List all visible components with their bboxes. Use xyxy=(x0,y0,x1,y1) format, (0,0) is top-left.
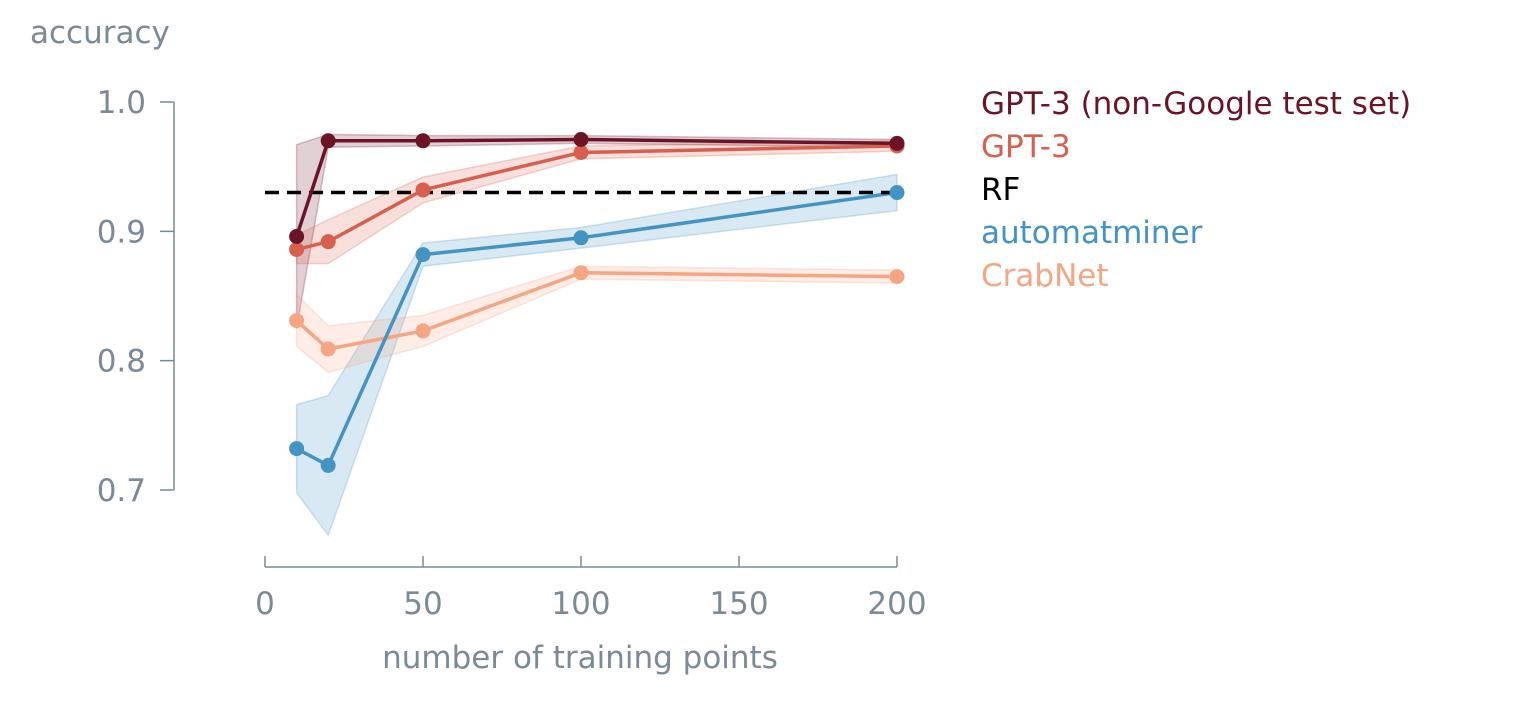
y-axis-ticks: 0.7 0.8 0.9 1.0 xyxy=(97,85,174,509)
legend-entry-gpt-3: GPT-3 xyxy=(981,129,1071,165)
x-tick-label: 150 xyxy=(709,586,768,622)
gpt-3-non-google-test-set-point xyxy=(289,229,305,245)
x-tick-label: 0 xyxy=(255,586,275,622)
legend-entry-gpt-3-non-google-test-set: GPT-3 (non-Google test set) xyxy=(981,86,1411,122)
gpt-3-non-google-test-set-point xyxy=(415,133,431,149)
y-tick-label: 0.7 xyxy=(97,473,146,509)
automatminer-point xyxy=(573,230,589,246)
automatminer-point xyxy=(289,441,305,457)
gpt-3-non-google-test-set-point xyxy=(320,133,336,149)
gpt-3-point xyxy=(289,241,305,257)
crabnet-band xyxy=(295,265,898,374)
gpt-3-point xyxy=(573,144,589,160)
x-axis-label: number of training points xyxy=(382,640,778,676)
y-tick-label: 1.0 xyxy=(97,85,146,121)
crabnet-point xyxy=(889,269,905,285)
automatminer-point xyxy=(320,457,336,473)
gpt-3-non-google-test-set-point xyxy=(573,132,589,148)
legend-entry-crabnet: CrabNet xyxy=(981,258,1108,294)
crabnet-point xyxy=(573,265,589,281)
legend-entry-automatminer: automatminer xyxy=(981,215,1203,251)
crabnet-point xyxy=(289,313,305,329)
crabnet-point xyxy=(320,341,336,357)
automatminer-point xyxy=(889,185,905,201)
legend-entry-rf: RF xyxy=(981,172,1020,208)
crabnet-point xyxy=(415,323,431,339)
automatminer-band xyxy=(295,173,898,537)
x-axis-ticks: 0 50 100 150 200 xyxy=(255,556,927,622)
automatminer-point xyxy=(415,247,431,263)
series-points xyxy=(289,132,905,473)
x-tick-label: 100 xyxy=(551,586,610,622)
x-tick-label: 200 xyxy=(867,586,926,622)
y-tick-label: 0.9 xyxy=(97,214,146,250)
x-tick-label: 50 xyxy=(403,586,442,622)
y-tick-label: 0.8 xyxy=(97,344,146,380)
gpt-3-non-google-test-set-point xyxy=(889,135,905,151)
legend: GPT-3 (non-Google test set) GPT-3 RF automa… xyxy=(981,86,1411,294)
gpt-3-point xyxy=(320,234,336,250)
gpt-3-point xyxy=(415,182,431,198)
y-axis-label: accuracy xyxy=(30,15,170,51)
